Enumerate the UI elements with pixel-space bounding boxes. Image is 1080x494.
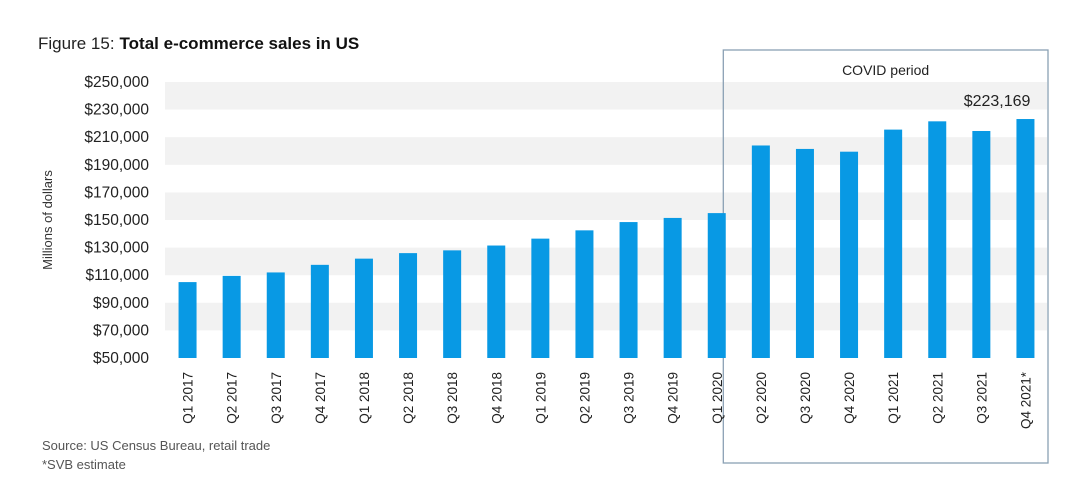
value-annotation: $223,169 [964, 93, 1031, 110]
bar [531, 238, 550, 358]
bar [928, 121, 947, 358]
x-tick-label: Q1 2020 [710, 372, 725, 424]
x-tick-label: Q4 2017 [313, 372, 328, 424]
x-tick-label: Q4 2021* [1018, 371, 1033, 429]
x-tick-label: Q2 2017 [225, 372, 240, 424]
x-tick-label: Q2 2021 [930, 372, 945, 424]
bar [266, 272, 285, 358]
grid-band [165, 82, 1047, 110]
grid-band [165, 302, 1047, 331]
bar [443, 250, 462, 358]
y-axis-label: Millions of dollars [40, 170, 55, 270]
x-tick-label: Q4 2019 [666, 372, 681, 424]
x-tick-label: Q3 2017 [269, 372, 284, 424]
bar [707, 213, 726, 358]
grid-band [165, 192, 1047, 220]
footnotes: Source: US Census Bureau, retail trade *… [42, 436, 270, 474]
bar [751, 145, 770, 358]
x-tick-label: Q1 2017 [181, 372, 196, 424]
bar [840, 151, 859, 358]
grid-band [165, 247, 1047, 276]
y-tick-label: $210,000 [84, 129, 149, 146]
estimate-note: *SVB estimate [42, 457, 126, 472]
bar [972, 130, 991, 358]
bar [487, 245, 506, 358]
bar [178, 282, 197, 358]
bar [663, 217, 682, 358]
y-tick-label: $130,000 [84, 240, 149, 257]
y-tick-label: $230,000 [84, 102, 149, 119]
grid-band [165, 137, 1047, 165]
bar [1016, 119, 1035, 358]
x-tick-label: Q2 2020 [754, 372, 769, 424]
bar [795, 148, 814, 358]
y-tick-label: $250,000 [84, 74, 149, 91]
covid-period-label: COVID period [842, 62, 929, 78]
bar [884, 129, 903, 358]
bar [354, 258, 373, 358]
bar [575, 230, 594, 358]
y-tick-label: $90,000 [93, 295, 149, 312]
bar [310, 264, 329, 358]
y-tick-label: $150,000 [84, 212, 149, 229]
x-tick-label: Q3 2020 [798, 372, 813, 424]
x-tick-label: Q3 2021 [974, 372, 989, 424]
chart-title: Total e-commerce sales in US [119, 34, 360, 53]
y-tick-label: $50,000 [93, 350, 149, 367]
y-tick-label: $70,000 [93, 322, 149, 339]
x-tick-label: Q2 2019 [577, 372, 592, 424]
figure-title: Figure 15: Total e-commerce sales in US [38, 34, 359, 54]
source-note: Source: US Census Bureau, retail trade [42, 438, 271, 453]
x-tick-label: Q2 2018 [401, 372, 416, 424]
x-tick-label: Q4 2018 [489, 372, 504, 424]
figure-label: Figure 15: [38, 34, 115, 53]
bar [399, 253, 418, 358]
x-tick-label: Q1 2019 [533, 372, 548, 424]
bar [619, 222, 638, 358]
x-tick-label: Q1 2021 [886, 372, 901, 424]
x-tick-label: Q3 2019 [622, 372, 637, 424]
y-tick-label: $190,000 [84, 157, 149, 174]
bar [222, 275, 241, 358]
y-tick-label: $110,000 [86, 267, 150, 284]
x-tick-label: Q3 2018 [445, 372, 460, 424]
x-tick-label: Q1 2018 [357, 372, 372, 424]
x-tick-label: Q4 2020 [842, 372, 857, 424]
y-tick-label: $170,000 [84, 184, 149, 201]
